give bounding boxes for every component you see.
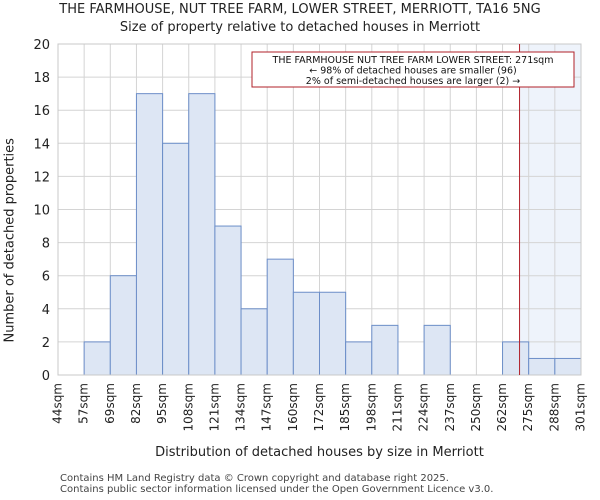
chart-title: THE FARMHOUSE, NUT TREE FARM, LOWER STRE… xyxy=(59,2,541,17)
y-tick-label: 10 xyxy=(33,204,50,219)
bar xyxy=(528,357,556,376)
y-tick-label: 8 xyxy=(42,237,50,252)
x-tick-label: 160sqm xyxy=(286,383,300,431)
y-tick-label: 2 xyxy=(42,336,50,351)
x-tick-label: 134sqm xyxy=(234,383,248,431)
bar xyxy=(266,258,294,376)
footer-line-1: Contains HM Land Registry data © Crown c… xyxy=(60,473,449,484)
bar xyxy=(371,324,399,376)
y-axis-label: Number of detached properties xyxy=(2,138,18,343)
bar xyxy=(319,291,347,376)
x-tick-label: 172sqm xyxy=(312,383,326,431)
x-tick-label: 108sqm xyxy=(181,383,195,431)
annotation-box xyxy=(251,51,575,88)
y-tick-label: 6 xyxy=(42,270,50,285)
x-tick-label: 69sqm xyxy=(103,383,117,424)
y-tick-label: 4 xyxy=(42,303,50,318)
bar xyxy=(554,357,582,376)
y-tick-label: 12 xyxy=(33,170,50,185)
x-tick-label: 211sqm xyxy=(390,383,404,431)
bar xyxy=(292,291,321,376)
x-tick-label: 301sqm xyxy=(574,383,588,431)
chart-subtitle: Size of property relative to detached ho… xyxy=(119,20,481,35)
x-tick-label: 121sqm xyxy=(207,383,221,431)
x-tick-label: 237sqm xyxy=(443,383,457,431)
annotation-line: THE FARMHOUSE NUT TREE FARM LOWER STREET… xyxy=(272,55,554,66)
bar xyxy=(109,275,137,376)
bar xyxy=(83,341,111,376)
bar xyxy=(188,93,216,376)
x-axis-label: Distribution of detached houses by size … xyxy=(155,445,484,460)
x-tick-label: 288sqm xyxy=(547,383,561,431)
x-tick-label: 95sqm xyxy=(155,383,169,424)
y-tick-label: 20 xyxy=(33,38,50,53)
annotation-line: ← 98% of detached houses are smaller (96… xyxy=(309,66,516,77)
x-tick-label: 185sqm xyxy=(338,383,352,431)
bar xyxy=(240,308,268,376)
x-tick-label: 57sqm xyxy=(77,383,91,424)
footer-line-2: Contains public sector information licen… xyxy=(60,484,494,495)
x-tick-label: 44sqm xyxy=(51,383,65,424)
annotation-line: 2% of semi-detached houses are larger (2… xyxy=(306,76,520,87)
y-tick-label: 18 xyxy=(33,71,50,86)
y-tick-label: 16 xyxy=(33,104,50,119)
bar xyxy=(502,341,530,376)
x-tick-label: 275sqm xyxy=(521,383,535,431)
bar xyxy=(135,93,164,376)
plot-frame xyxy=(57,43,582,376)
bar xyxy=(214,225,242,376)
x-tick-label: 198sqm xyxy=(364,383,378,431)
y-tick-label: 14 xyxy=(33,137,50,152)
x-tick-label: 250sqm xyxy=(469,383,483,431)
bar xyxy=(345,341,373,376)
bar xyxy=(162,142,190,376)
bar xyxy=(423,324,451,376)
x-tick-label: 262sqm xyxy=(495,383,509,431)
x-tick-label: 147sqm xyxy=(260,383,274,431)
x-tick-label: 82sqm xyxy=(129,383,143,424)
x-tick-label: 224sqm xyxy=(417,383,431,431)
y-tick-label: 0 xyxy=(42,369,50,384)
